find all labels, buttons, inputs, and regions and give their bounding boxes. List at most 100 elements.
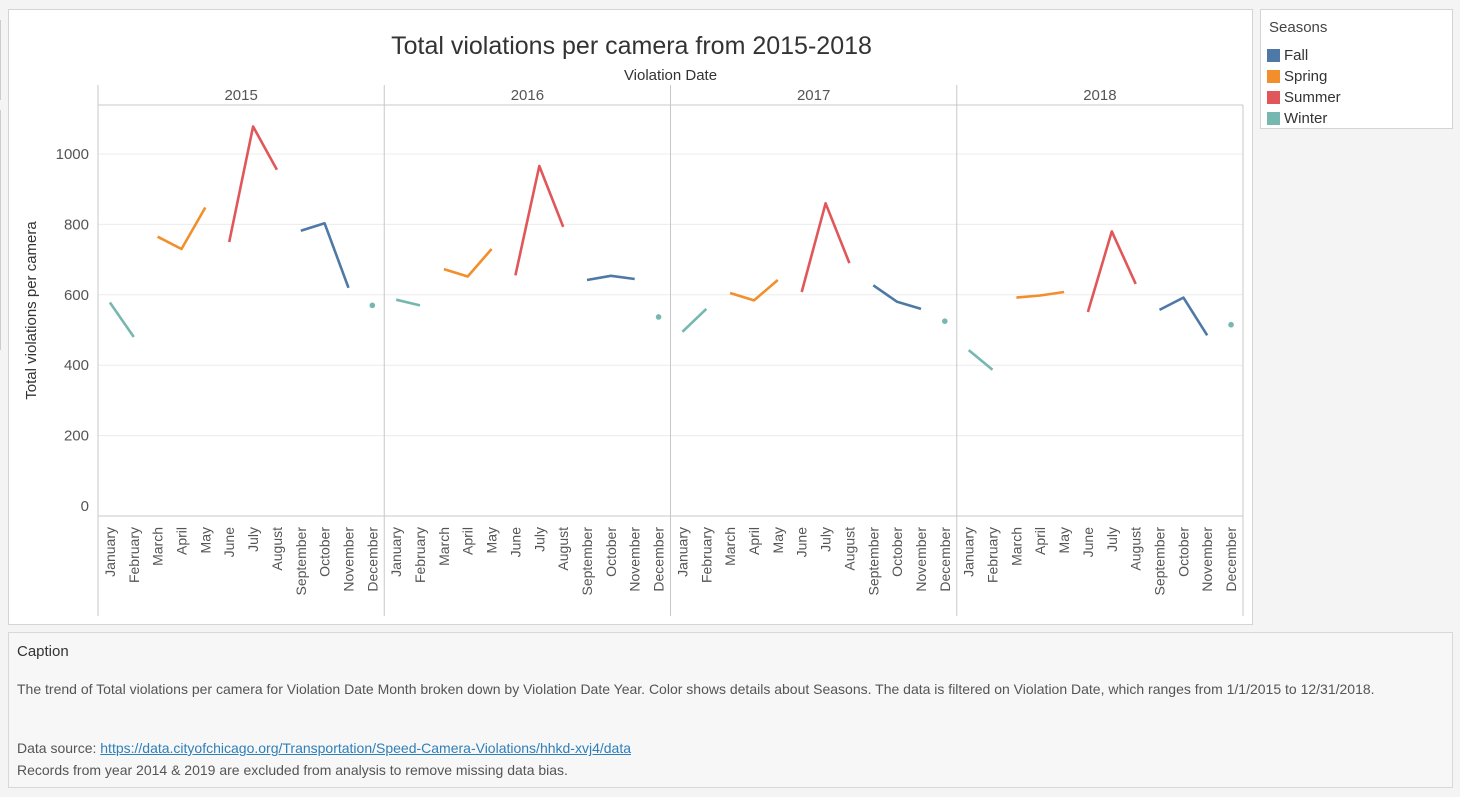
column-header: Violation Date bbox=[624, 67, 717, 84]
seasons-legend: Seasons Fall Spring Summer Winter bbox=[1260, 9, 1453, 129]
x-tick-label-2016-january: January bbox=[388, 527, 404, 577]
caption-note: Records from year 2014 & 2019 are exclud… bbox=[17, 762, 568, 778]
series-line-2015-summer-june bbox=[227, 125, 279, 243]
series-line-2015-winter-january bbox=[108, 301, 135, 338]
x-tick-label-2018-october: October bbox=[1175, 527, 1191, 577]
x-tick-label-2017-march: March bbox=[722, 527, 738, 566]
series-line-2017-winter-january bbox=[681, 307, 708, 333]
x-tick-label-2015-october: October bbox=[317, 527, 333, 577]
y-tick-label-1000: 1000 bbox=[56, 146, 89, 163]
x-tick-label-2015-may: May bbox=[197, 527, 213, 553]
x-tick-label-2017-april: April bbox=[746, 527, 762, 555]
x-tick-label-2018-february: February bbox=[985, 527, 1001, 583]
left-edge-tick-top bbox=[0, 20, 1, 100]
x-tick-label-2017-june: June bbox=[794, 527, 810, 558]
series-line-2018-summer-june bbox=[1086, 230, 1137, 313]
x-tick-label-2017-january: January bbox=[674, 527, 690, 577]
x-tick-label-2018-august: August bbox=[1128, 527, 1144, 571]
x-tick-label-2015-december: December bbox=[364, 527, 380, 592]
x-tick-label-2016-july: July bbox=[531, 527, 547, 552]
series-line-2016-spring-march bbox=[443, 248, 493, 278]
x-tick-label-2018-september: September bbox=[1152, 527, 1168, 596]
series-line-2015-spring-march bbox=[157, 206, 207, 251]
x-tick-label-2017-july: July bbox=[818, 527, 834, 552]
left-edge-tick-bottom bbox=[0, 110, 1, 350]
data-point-2018-december bbox=[1228, 321, 1234, 328]
x-tick-label-2015-august: August bbox=[269, 527, 285, 571]
x-tick-label-2016-october: October bbox=[603, 527, 619, 577]
x-tick-label-2016-may: May bbox=[484, 527, 500, 553]
x-tick-label-2017-october: October bbox=[889, 527, 905, 577]
series-line-2017-summer-june bbox=[800, 202, 851, 293]
x-tick-label-2015-july: July bbox=[245, 527, 261, 552]
series-line-2018-winter-january bbox=[967, 349, 994, 371]
x-tick-label-2016-june: June bbox=[507, 527, 523, 558]
chart-title: Total violations per camera from 2015-20… bbox=[391, 32, 872, 60]
x-tick-label-2017-may: May bbox=[770, 527, 786, 553]
x-tick-label-2016-august: August bbox=[555, 527, 571, 571]
series-line-2017-spring-march bbox=[729, 279, 779, 302]
x-tick-label-2018-december: December bbox=[1223, 527, 1239, 592]
caption-source: Data source: https://data.cityofchicago.… bbox=[17, 740, 631, 756]
legend-swatch-summer bbox=[1267, 91, 1280, 104]
x-tick-label-2018-march: March bbox=[1008, 527, 1024, 566]
y-tick-label-200: 200 bbox=[64, 428, 89, 445]
x-tick-label-2016-september: September bbox=[579, 527, 595, 596]
data-source-link[interactable]: https://data.cityofchicago.org/Transport… bbox=[100, 740, 632, 756]
y-axis-title: Total violations per camera bbox=[23, 221, 40, 400]
y-tick-label-600: 600 bbox=[64, 287, 89, 304]
legend-label-summer: Summer bbox=[1284, 89, 1341, 106]
x-tick-label-2016-december: December bbox=[651, 527, 667, 592]
panel-header-2017: 2017 bbox=[797, 87, 830, 104]
x-tick-label-2018-may: May bbox=[1056, 527, 1072, 553]
x-tick-label-2018-november: November bbox=[1199, 527, 1215, 592]
x-tick-label-2016-april: April bbox=[460, 527, 476, 555]
x-tick-label-2017-december: December bbox=[937, 527, 953, 592]
caption-panel: Caption The trend of Total violations pe… bbox=[8, 632, 1453, 788]
x-tick-label-2015-february: February bbox=[126, 527, 142, 583]
data-point-2016-december bbox=[655, 314, 662, 320]
x-tick-label-2018-july: July bbox=[1104, 527, 1120, 552]
legend-swatch-winter bbox=[1267, 112, 1280, 125]
x-tick-label-2016-march: March bbox=[436, 527, 452, 566]
x-tick-label-2018-january: January bbox=[961, 527, 977, 577]
series-line-2016-winter-january bbox=[395, 298, 421, 307]
series-line-2018-fall-september bbox=[1158, 296, 1209, 336]
series-line-2016-summer-june bbox=[514, 164, 565, 276]
series-line-2016-fall-september bbox=[586, 274, 635, 282]
panel-header-2015: 2015 bbox=[224, 87, 257, 104]
x-tick-label-2017-september: September bbox=[865, 527, 881, 596]
y-tick-label-0: 0 bbox=[81, 498, 89, 515]
caption-title: Caption bbox=[17, 643, 69, 660]
x-tick-label-2017-november: November bbox=[913, 527, 929, 592]
caption-source-prefix: Data source: bbox=[17, 740, 101, 756]
legend-swatch-fall bbox=[1267, 49, 1280, 62]
legend-title: Seasons bbox=[1269, 19, 1328, 36]
legend-swatch-spring bbox=[1267, 70, 1280, 83]
panel-header-2018: 2018 bbox=[1083, 87, 1116, 104]
x-tick-label-2018-april: April bbox=[1032, 527, 1048, 555]
legend-label-winter: Winter bbox=[1284, 110, 1328, 127]
x-tick-label-2015-june: June bbox=[221, 527, 237, 558]
x-tick-label-2017-february: February bbox=[698, 527, 714, 583]
x-tick-label-2015-september: September bbox=[293, 527, 309, 596]
chart-panel: Total violations per camera from 2015-20… bbox=[8, 9, 1253, 625]
x-tick-label-2015-april: April bbox=[173, 527, 189, 555]
series-line-2017-fall-september bbox=[872, 284, 922, 311]
caption-body: The trend of Total violations per camera… bbox=[17, 681, 1375, 697]
series-line-2015-fall-september bbox=[300, 222, 350, 289]
series-line-2018-spring-march bbox=[1016, 290, 1065, 299]
data-point-2017-december bbox=[942, 318, 948, 325]
legend-label-fall: Fall bbox=[1284, 47, 1309, 64]
x-tick-label-2018-june: June bbox=[1080, 527, 1096, 558]
data-point-2015-december bbox=[369, 302, 376, 309]
x-tick-label-2016-november: November bbox=[627, 527, 643, 592]
x-tick-label-2017-august: August bbox=[841, 527, 857, 571]
legend-label-spring: Spring bbox=[1284, 68, 1328, 85]
y-tick-label-800: 800 bbox=[64, 216, 89, 233]
x-tick-label-2015-november: November bbox=[340, 527, 356, 592]
y-tick-label-400: 400 bbox=[64, 357, 89, 374]
panel-header-2016: 2016 bbox=[511, 87, 544, 104]
x-tick-label-2016-february: February bbox=[412, 527, 428, 583]
x-tick-label-2015-january: January bbox=[102, 527, 118, 577]
